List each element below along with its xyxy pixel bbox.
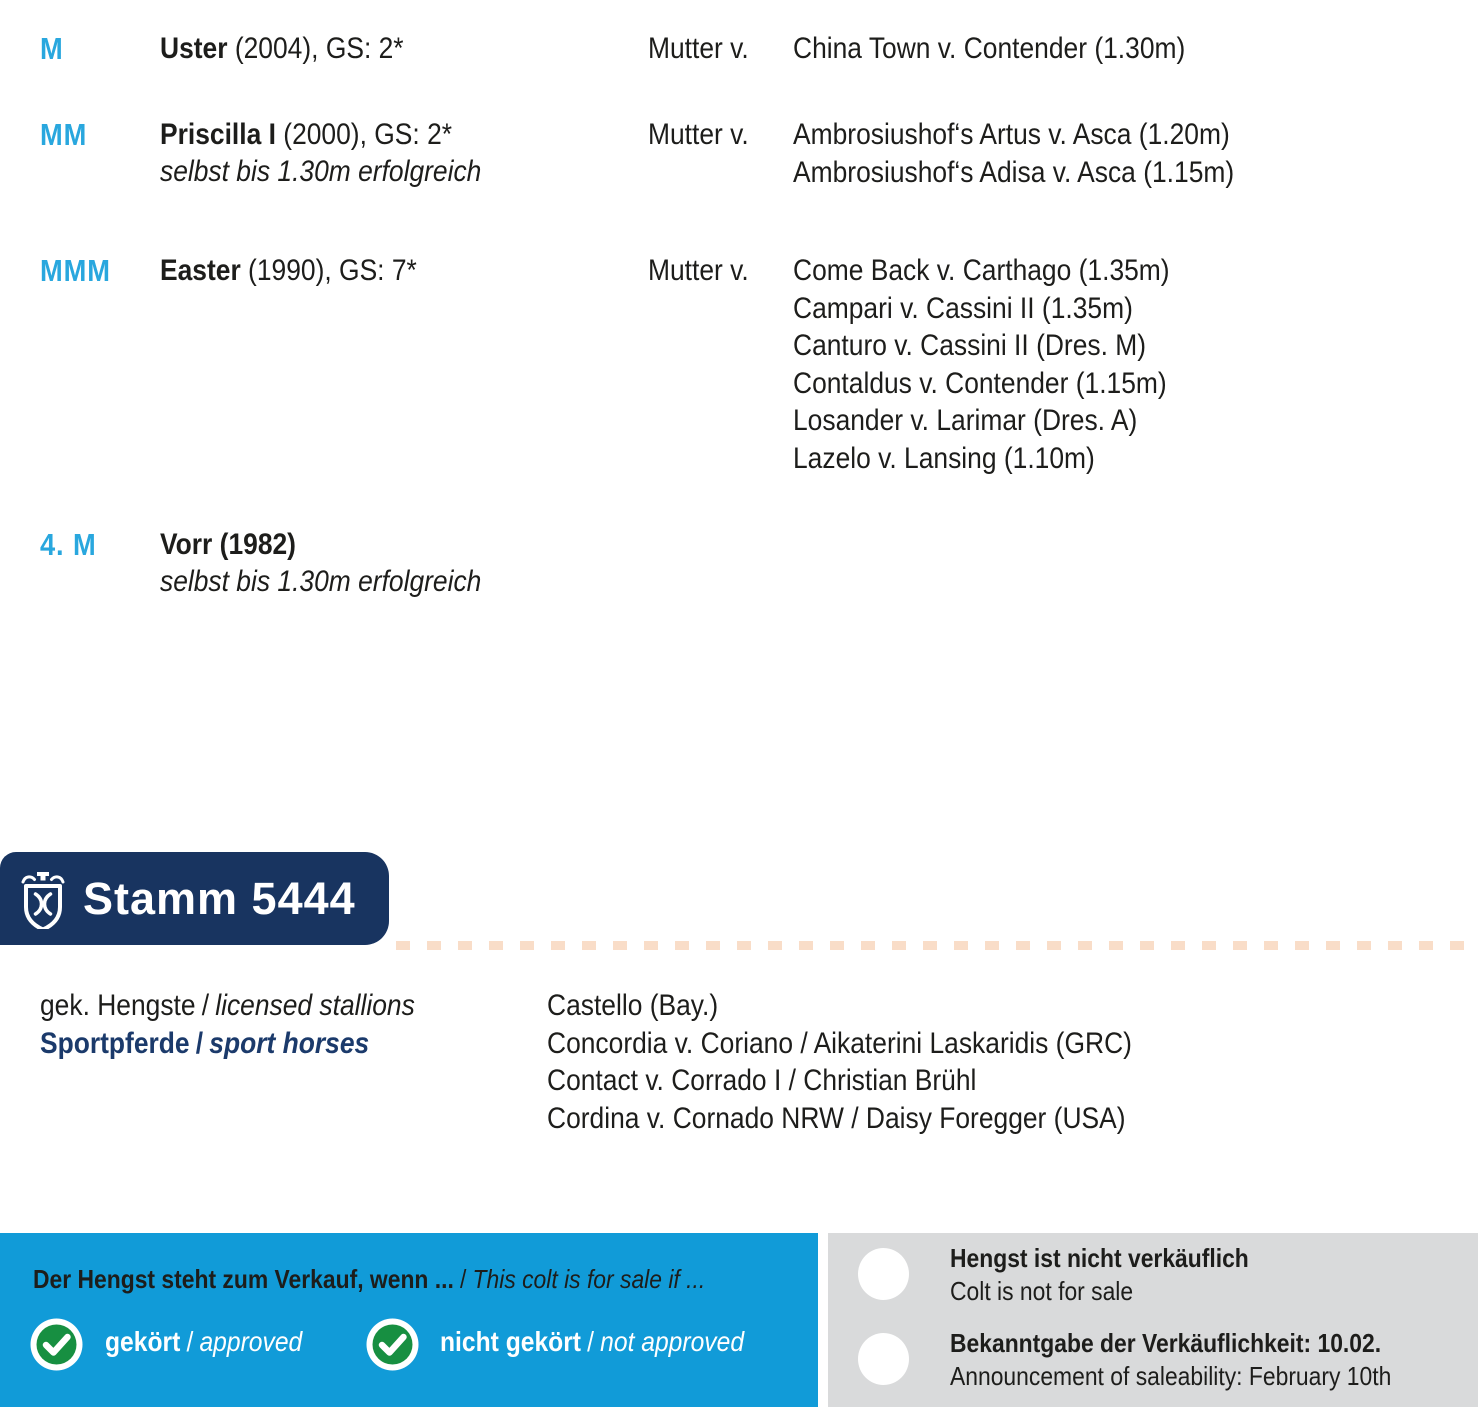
separator: / [195,1027,204,1060]
sale-title-de: Der Hengst steht zum Verkauf, wenn ... [33,1264,454,1294]
check-circle-icon [366,1318,419,1371]
option-label-en: approved [199,1326,303,1357]
mutter-v-label: Mutter v. [648,32,749,65]
dam-performance-note: selbst bis 1.30m erfolgreich [160,565,482,598]
stallion-entry: Concordia v. Coriano / Aikaterini Laskar… [547,1026,1132,1060]
separator: / [186,1326,194,1357]
offspring-entry: Lazelo v. Lansing (1.10m) [793,441,1095,475]
generation-label-m: M [40,31,64,66]
dam-offspring-list: China Town v. Contender (1.30m) [793,30,1185,68]
dam-name: Vorr (1982) [160,528,296,561]
separator: / [587,1326,595,1357]
separator: / [460,1264,467,1294]
dam-details: (2004), GS: 2* [227,32,404,65]
info-not-for-sale-de: Hengst ist nicht verkäuflich [950,1243,1249,1273]
dam-offspring-list: Ambrosiushof‘s Artus v. Asca (1.20m) Amb… [793,116,1234,191]
sale-info-box [828,1233,1478,1407]
stamm-badge: Stamm 5444 [0,852,389,945]
dam-name-line: Priscilla I (2000), GS: 2* [160,116,452,154]
option-approved: gekört / approved [105,1326,302,1358]
stallion-list: Castello (Bay.) Concordia v. Coriano / A… [547,987,1132,1137]
dam-name-line: Easter (1990), GS: 7* [160,252,417,290]
offspring-entry: Come Back v. Carthago (1.35m) [793,254,1170,287]
dam-name: Priscilla I [160,118,276,151]
stamm-title: Stamm 5444 [83,872,356,924]
category-label-en: sport horses [209,1027,370,1060]
option-label-en: not approved [600,1326,745,1357]
empty-circle-icon [858,1333,909,1385]
category-label-en: licensed stallions [215,989,415,1022]
offspring-entry: Ambrosiushof‘s Artus v. Asca (1.20m) [793,118,1230,151]
stallion-entry: Castello (Bay.) [547,989,719,1022]
offspring-entry: Campari v. Cassini II (1.35m) [793,291,1133,325]
category-label-de: Sportpferde [40,1027,190,1060]
dam-details: (1990), GS: 7* [240,254,417,287]
info-not-for-sale-en: Colt is not for sale [950,1276,1134,1306]
option-not-approved: nicht gekört / not approved [440,1326,744,1358]
dam-name: Uster [160,32,228,65]
mutter-v-label: Mutter v. [648,118,749,151]
sale-condition-title: Der Hengst steht zum Verkauf, wenn ... / T… [33,1264,705,1295]
empty-circle-icon [858,1248,909,1300]
dam-name-line: Vorr (1982) [160,526,296,564]
separator: / [201,989,210,1022]
offspring-entry: Contaldus v. Contender (1.15m) [793,366,1167,400]
option-label-de: gekört [105,1326,181,1357]
dam-name-line: Uster (2004), GS: 2* [160,30,404,68]
info-announcement-en: Announcement of saleability: February 10… [950,1361,1392,1391]
category-sport-horses: Sportpferde / sport horses [40,1025,369,1063]
generation-label-mm: MM [40,117,88,152]
category-licensed-stallions: gek. Hengste / licensed stallions [40,987,415,1025]
generation-label-4m: 4. M [40,527,97,562]
mutter-v-label: Mutter v. [648,254,749,287]
dashed-divider [396,941,1478,950]
dam-details: (2000), GS: 2* [275,118,453,151]
offspring-entry: Canturo v. Cassini II (Dres. M) [793,329,1147,362]
offspring-entry: Losander v. Larimar (Dres. A) [793,404,1138,437]
option-label-de: nicht gekört [440,1326,582,1357]
holsteiner-shield-icon [21,871,65,929]
stallion-entry: Cordina v. Cornado NRW / Daisy Foregger … [547,1101,1126,1135]
category-label-de: gek. Hengste [40,989,196,1022]
stallion-entry: Contact v. Corrado I / Christian Brühl [547,1064,977,1097]
offspring-entry: Ambrosiushof‘s Adisa v. Asca (1.15m) [793,155,1235,189]
offspring-entry: China Town v. Contender (1.30m) [793,32,1186,65]
dam-offspring-list: Come Back v. Carthago (1.35m) Campari v.… [793,252,1170,477]
info-announcement-de: Bekanntgabe der Verkäuflichkeit: 10.02. [950,1328,1382,1358]
sale-condition-box [0,1233,818,1407]
dam-performance-note: selbst bis 1.30m erfolgreich [160,155,482,188]
sale-title-en: This colt is for sale if ... [472,1264,706,1294]
generation-label-mmm: MMM [40,253,111,288]
check-circle-icon [30,1318,83,1371]
dam-name: Easter [160,254,241,287]
